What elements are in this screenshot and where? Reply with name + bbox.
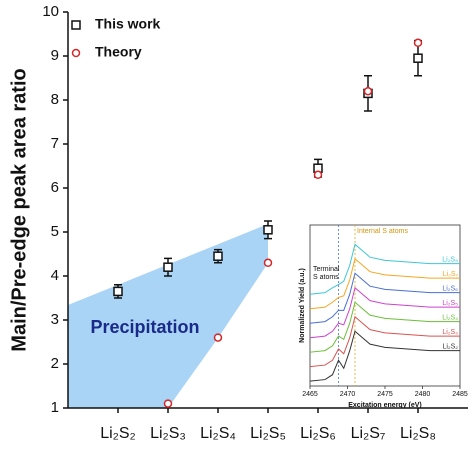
y-tick-label: 1: [51, 399, 59, 416]
x-tick-label: Li₂S₃: [150, 425, 186, 442]
y-tick-label: 6: [51, 179, 59, 196]
annotation: Precipitation: [90, 317, 199, 337]
x-tick-label: 2470: [340, 391, 356, 398]
point: [363, 86, 373, 96]
series-label: Li₂S₈: [442, 256, 458, 263]
precipitation-region: [68, 224, 268, 408]
x-axis-label: Excitation energy (eV): [348, 402, 422, 409]
y-axis-label: Normalized Yield (a.u.): [299, 268, 306, 343]
y-tick-label: 5: [51, 223, 59, 240]
y-axis-label: Main/Pre-edge peak area ratio: [8, 68, 30, 351]
series-label: Li₂S₆: [442, 285, 458, 292]
series-label: Li₂S₂: [442, 343, 458, 350]
point: [113, 286, 123, 297]
y-tick-label: 10: [42, 3, 59, 20]
legend-marker: [71, 20, 81, 30]
x-tick-label: 2475: [377, 391, 393, 398]
x-tick-label: 2465: [302, 391, 318, 398]
x-tick-label: Li₂S₇: [351, 425, 386, 442]
x-tick-label: Li₂S₆: [300, 425, 336, 442]
line: [309, 286, 460, 339]
point: [413, 38, 423, 48]
point: [263, 225, 273, 235]
x-tick-label: 2480: [415, 391, 431, 398]
annotation: Terminal: [313, 266, 340, 273]
line: [309, 315, 460, 368]
point: [313, 170, 323, 180]
y-tick-label: 7: [51, 135, 59, 152]
x-tick-label: Li₂S₂: [100, 425, 136, 442]
series-label: Li₂S₃: [442, 329, 458, 336]
y-tick-label: 8: [51, 91, 59, 108]
x-tick-label: Li₂S₈: [400, 425, 436, 442]
line: [309, 330, 460, 382]
point: [163, 399, 173, 408]
x-tick-label: Li₂S₅: [250, 425, 286, 442]
point: [263, 258, 273, 268]
series-label: Li₂S₇: [443, 271, 459, 278]
y-tick-label: 3: [51, 311, 59, 328]
point: [213, 333, 223, 342]
line: [309, 257, 460, 310]
y-tick-label: 4: [51, 267, 59, 284]
point: [413, 53, 423, 63]
y-tick-label: 9: [51, 47, 59, 64]
legend-marker: [71, 48, 81, 58]
annotation: S atoms: [313, 274, 339, 281]
annotation: Internal S atoms: [357, 228, 408, 235]
line: [309, 272, 460, 324]
x-tick-label: 2485: [452, 391, 468, 398]
legend-label: Theory: [95, 44, 142, 60]
legend-label: This work: [95, 16, 161, 32]
point: [213, 251, 223, 261]
line: [309, 301, 460, 353]
x-tick-label: Li₂S₄: [200, 425, 236, 442]
line: [309, 243, 460, 295]
y-tick-label: 2: [51, 355, 59, 372]
series-label: Li₂S₅: [442, 300, 458, 307]
point: [163, 262, 173, 272]
series-label: Li₂S₄: [442, 314, 458, 321]
